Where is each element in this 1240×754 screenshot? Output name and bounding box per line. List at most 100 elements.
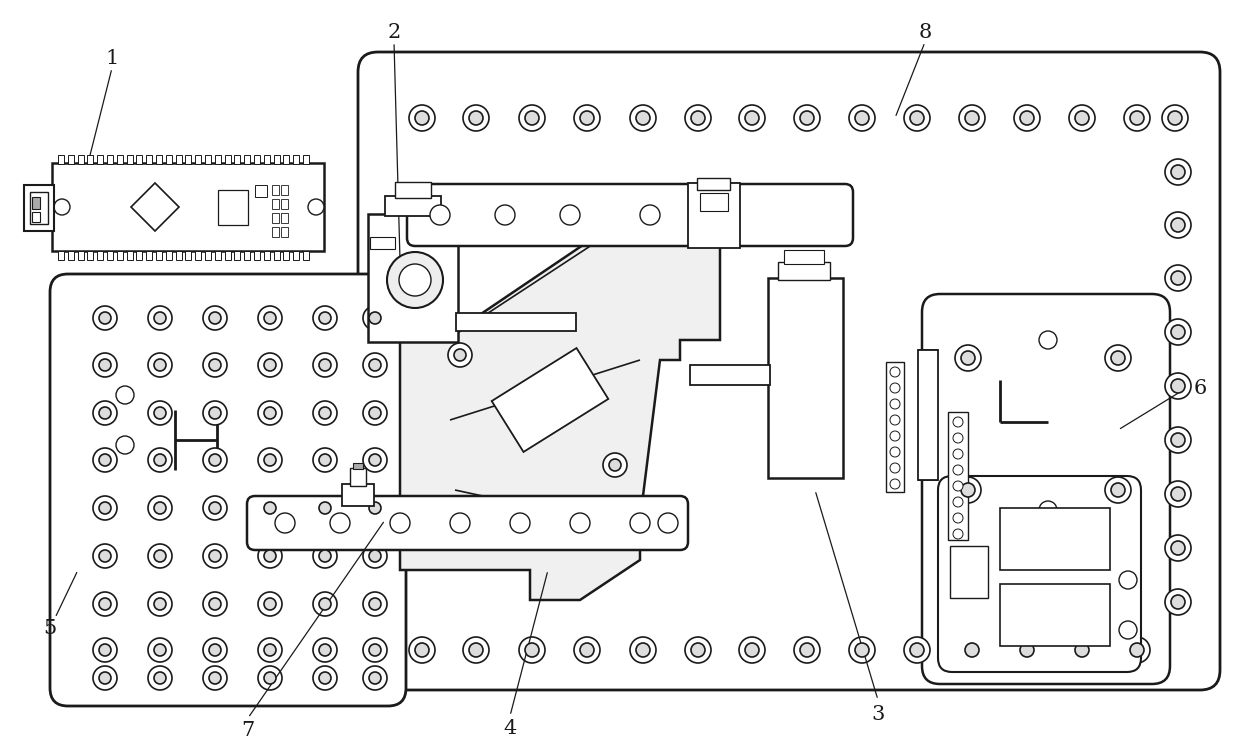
Circle shape [370, 598, 381, 610]
Bar [176, 251, 181, 260]
Bar [224, 155, 231, 164]
Bar [272, 199, 279, 209]
Circle shape [312, 666, 337, 690]
Circle shape [312, 544, 337, 568]
Circle shape [264, 672, 277, 684]
Bar [156, 251, 162, 260]
Circle shape [154, 359, 166, 371]
Circle shape [415, 643, 429, 657]
Circle shape [258, 401, 281, 425]
Bar [264, 155, 270, 164]
Circle shape [890, 367, 900, 377]
Circle shape [370, 502, 381, 514]
Circle shape [154, 672, 166, 684]
Bar [58, 155, 64, 164]
Bar [272, 185, 279, 195]
Circle shape [890, 447, 900, 457]
Circle shape [210, 407, 221, 419]
Circle shape [312, 306, 337, 330]
Circle shape [961, 483, 975, 497]
Bar [999, 584, 1110, 646]
Bar [254, 155, 260, 164]
Circle shape [363, 448, 387, 472]
Circle shape [955, 345, 981, 371]
Circle shape [319, 502, 331, 514]
Circle shape [469, 643, 484, 657]
Circle shape [1014, 105, 1040, 131]
Circle shape [319, 312, 331, 324]
Circle shape [148, 638, 172, 662]
Circle shape [312, 401, 337, 425]
Circle shape [117, 386, 134, 404]
Circle shape [203, 448, 227, 472]
Circle shape [370, 312, 381, 324]
Circle shape [93, 666, 117, 690]
Bar [186, 155, 191, 164]
Polygon shape [492, 348, 609, 452]
Circle shape [319, 550, 331, 562]
Bar [30, 192, 48, 224]
Circle shape [330, 513, 350, 533]
Circle shape [794, 637, 820, 663]
Circle shape [1021, 111, 1034, 125]
Circle shape [794, 105, 820, 131]
Circle shape [203, 638, 227, 662]
Bar [68, 155, 74, 164]
Circle shape [684, 637, 711, 663]
Bar [166, 251, 172, 260]
Circle shape [409, 637, 435, 663]
Circle shape [154, 407, 166, 419]
Circle shape [312, 638, 337, 662]
Circle shape [93, 306, 117, 330]
Circle shape [99, 550, 112, 562]
Circle shape [203, 353, 227, 377]
Circle shape [391, 513, 410, 533]
Circle shape [319, 454, 331, 466]
Circle shape [370, 407, 381, 419]
Circle shape [630, 513, 650, 533]
Circle shape [1166, 265, 1190, 291]
Circle shape [711, 205, 730, 225]
Circle shape [370, 359, 381, 371]
Circle shape [495, 205, 515, 225]
Circle shape [93, 592, 117, 616]
Circle shape [203, 666, 227, 690]
Bar [205, 251, 211, 260]
Bar [384, 196, 441, 216]
Circle shape [203, 496, 227, 520]
Circle shape [409, 105, 435, 131]
Bar [126, 155, 133, 164]
Bar [293, 251, 299, 260]
Text: 6: 6 [1193, 379, 1207, 397]
Circle shape [370, 550, 381, 562]
Circle shape [99, 359, 112, 371]
Circle shape [890, 431, 900, 441]
Circle shape [319, 359, 331, 371]
Circle shape [609, 459, 621, 471]
Bar [274, 155, 279, 164]
Circle shape [684, 105, 711, 131]
Circle shape [520, 637, 546, 663]
Circle shape [1166, 589, 1190, 615]
Circle shape [370, 454, 381, 466]
Circle shape [312, 448, 337, 472]
Circle shape [99, 598, 112, 610]
Circle shape [560, 205, 580, 225]
Circle shape [55, 199, 69, 215]
Circle shape [210, 598, 221, 610]
Circle shape [264, 312, 277, 324]
Circle shape [370, 672, 381, 684]
Bar [350, 468, 366, 486]
Circle shape [210, 550, 221, 562]
Circle shape [148, 401, 172, 425]
Circle shape [210, 644, 221, 656]
Bar [107, 155, 113, 164]
Circle shape [99, 502, 112, 514]
Circle shape [148, 592, 172, 616]
Circle shape [258, 592, 281, 616]
Circle shape [148, 666, 172, 690]
Circle shape [1123, 637, 1149, 663]
Bar [281, 199, 288, 209]
Circle shape [148, 353, 172, 377]
Circle shape [1111, 351, 1125, 365]
